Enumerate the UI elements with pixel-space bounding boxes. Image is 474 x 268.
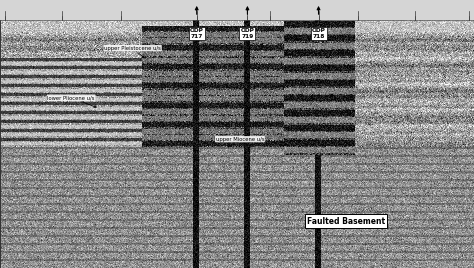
Bar xyxy=(0,0,474,20)
Text: upper Pleistocene u/s: upper Pleistocene u/s xyxy=(104,46,161,58)
Text: Faulted Basement: Faulted Basement xyxy=(307,217,385,226)
Text: ODP
717: ODP 717 xyxy=(190,28,204,39)
Text: ODP
718: ODP 718 xyxy=(311,28,326,39)
Text: ODP
719: ODP 719 xyxy=(240,28,255,39)
Text: lower Pliocene u/s: lower Pliocene u/s xyxy=(47,95,96,107)
Text: upper Miocene u/s: upper Miocene u/s xyxy=(216,137,264,147)
